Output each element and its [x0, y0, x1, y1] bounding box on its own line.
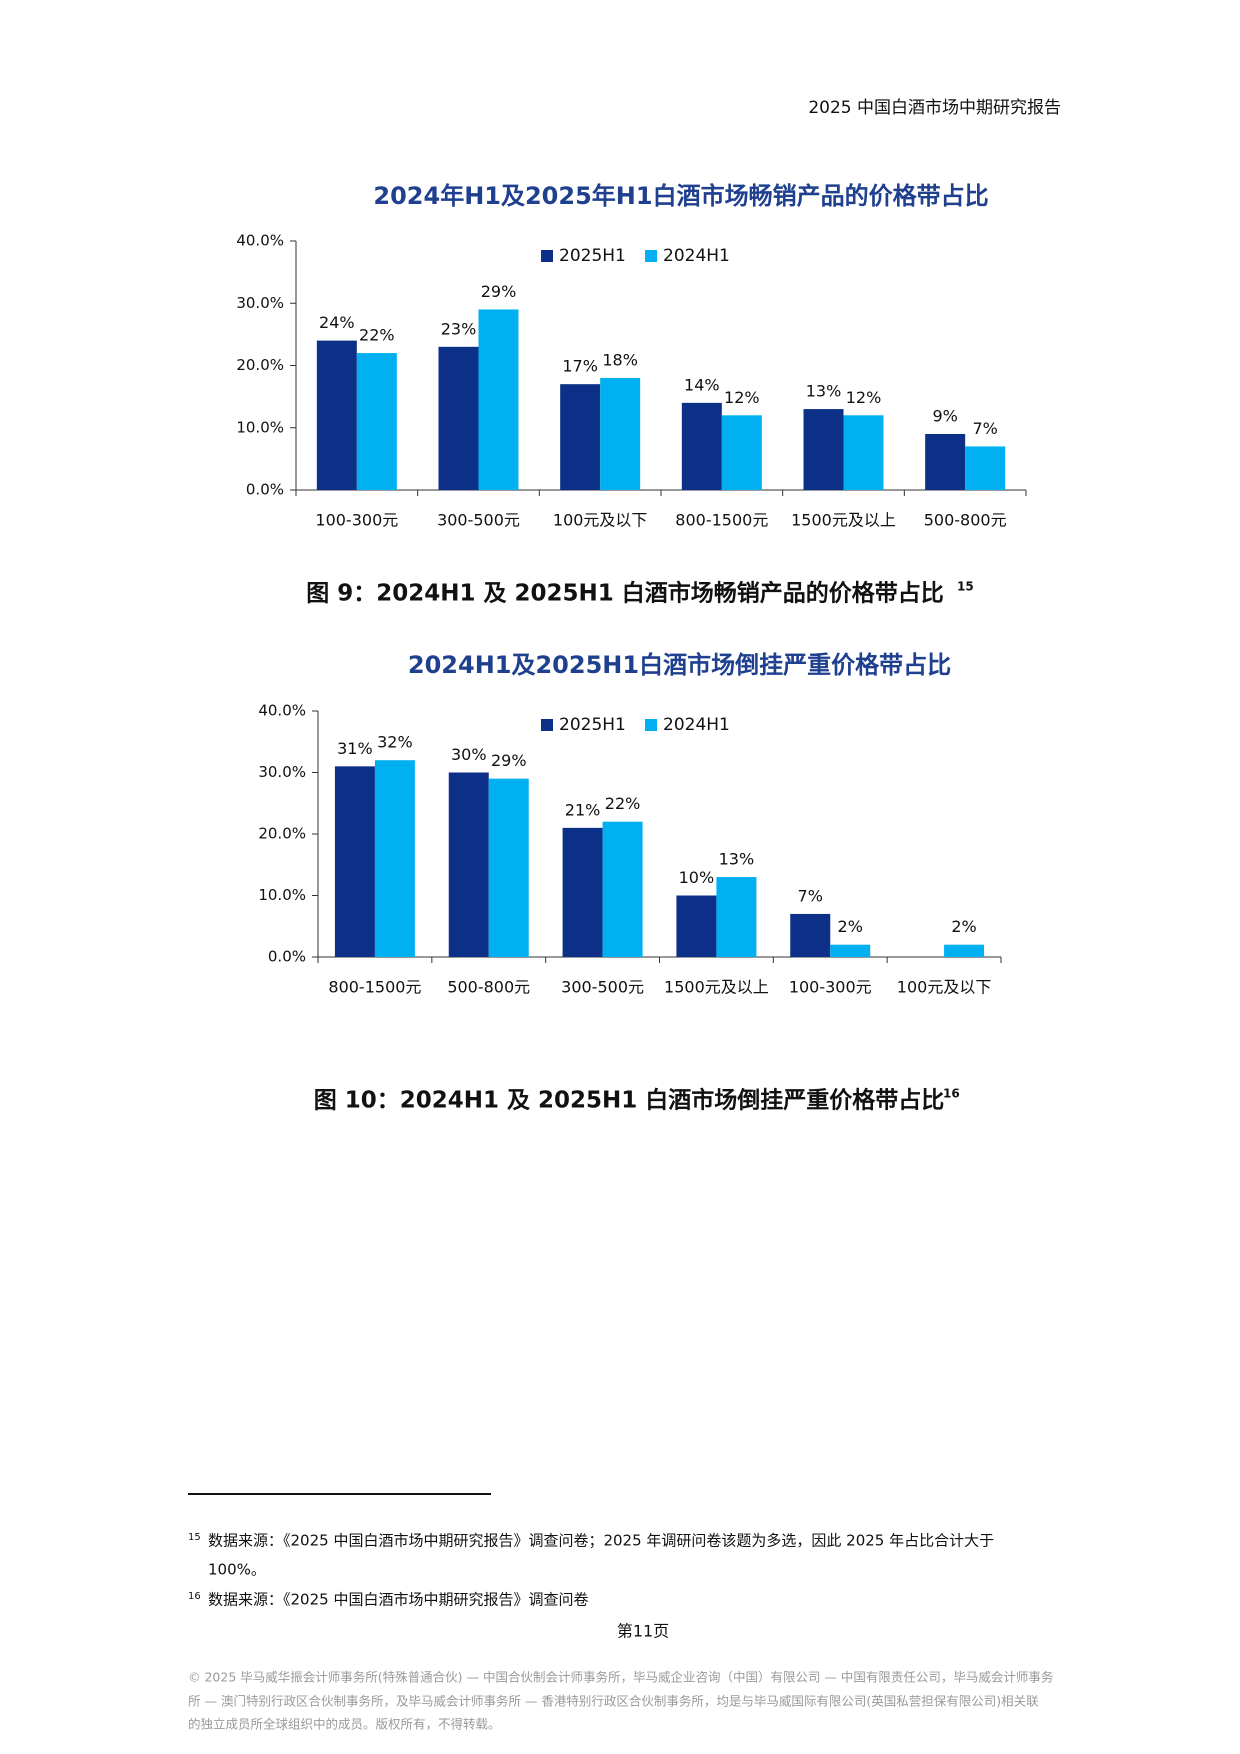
bar [944, 944, 985, 957]
bar [965, 446, 1006, 490]
x-tick-label: 1500元及以上 [791, 511, 896, 530]
bar [843, 415, 884, 490]
data-label: 21% [565, 800, 601, 819]
footnote-text: 100%。 [208, 1561, 266, 1579]
data-label: 29% [481, 282, 517, 301]
data-label: 24% [319, 313, 355, 332]
data-label: 23% [441, 319, 477, 338]
legend-label: 2024H1 [663, 715, 730, 735]
bar [790, 913, 831, 957]
x-tick-label: 300-500元 [561, 978, 644, 997]
x-tick-label: 100元及以下 [897, 978, 992, 997]
x-tick-label: 800-1500元 [675, 511, 768, 530]
bar [438, 346, 479, 490]
caption-note: 15 [957, 580, 974, 594]
legend-swatch [645, 250, 657, 262]
bar [925, 433, 966, 490]
bar [356, 353, 397, 490]
data-label: 31% [337, 739, 373, 758]
bar [602, 821, 643, 957]
bar [681, 402, 722, 490]
chart-title: 2024年H1及2025年H1白酒市场畅销产品的价格带占比 [373, 182, 988, 210]
bar [478, 309, 519, 490]
footnote-text: 数据来源：《2025 中国白酒市场中期研究报告》调查问卷；2025 年调研问卷该… [208, 1532, 994, 1550]
bar [334, 766, 375, 957]
data-label: 17% [562, 357, 598, 376]
data-label: 10% [679, 868, 715, 887]
legend-swatch [645, 719, 657, 731]
legend-swatch [541, 250, 553, 262]
y-tick-label: 20.0% [236, 356, 284, 374]
y-tick-label: 30.0% [258, 763, 306, 781]
bar [830, 944, 871, 957]
x-tick-label: 100-300元 [789, 978, 872, 997]
data-label: 22% [359, 326, 395, 345]
y-tick-label: 10.0% [236, 418, 284, 436]
data-label: 13% [806, 382, 842, 401]
y-tick-label: 30.0% [236, 294, 284, 312]
legend-label: 2025H1 [559, 246, 626, 266]
data-label: 32% [377, 733, 413, 752]
x-tick-label: 1500元及以上 [664, 978, 769, 997]
data-label: 2% [838, 917, 863, 936]
x-tick-label: 300-500元 [437, 511, 520, 530]
y-tick-label: 10.0% [258, 886, 306, 904]
y-tick-label: 20.0% [258, 825, 306, 843]
y-tick-label: 0.0% [246, 481, 284, 499]
x-tick-label: 800-1500元 [328, 978, 421, 997]
caption: 图 9：2024H1 及 2025H1 白酒市场畅销产品的价格带占比 [306, 580, 944, 607]
data-label: 7% [798, 886, 823, 905]
footnote-mark: 15 [188, 1532, 201, 1543]
data-label: 12% [724, 388, 760, 407]
bar [721, 415, 762, 490]
caption: 图 10：2024H1 及 2025H1 白酒市场倒挂严重价格带占比 [314, 1087, 945, 1114]
y-tick-label: 0.0% [268, 948, 306, 966]
bar [716, 877, 757, 957]
bar [676, 895, 717, 957]
data-label: 9% [932, 406, 957, 425]
bar [803, 409, 844, 490]
bar [562, 827, 603, 957]
copyright: 所 — 澳门特别行政区合伙制事务所，及毕马威会计师事务所 — 香港特别行政区合伙… [188, 1694, 1039, 1709]
legend-label: 2024H1 [663, 246, 730, 266]
bar [374, 760, 415, 957]
page-number: 第11页 [617, 1622, 669, 1641]
x-tick-label: 100-300元 [315, 511, 398, 530]
data-label: 18% [602, 350, 638, 369]
x-tick-label: 100元及以下 [553, 511, 648, 530]
copyright: © 2025 毕马威华振会计师事务所(特殊普通合伙) — 中国合伙制会计师事务所… [188, 1670, 1053, 1685]
x-tick-label: 500-800元 [924, 511, 1007, 530]
legend-swatch [541, 719, 553, 731]
x-tick-label: 500-800元 [447, 978, 530, 997]
data-label: 7% [972, 419, 997, 438]
bar [448, 772, 489, 957]
footnote-mark: 16 [188, 1591, 201, 1602]
y-tick-label: 40.0% [258, 702, 306, 720]
copyright: 的独立成员所全球组织中的成员。版权所有，不得转载。 [188, 1717, 501, 1732]
bar [560, 384, 601, 490]
bar [600, 377, 641, 490]
chart-title: 2024H1及2025H1白酒市场倒挂严重价格带占比 [408, 651, 951, 679]
legend-label: 2025H1 [559, 715, 626, 735]
bar [488, 778, 529, 957]
data-label: 14% [684, 375, 720, 394]
data-label: 30% [451, 745, 487, 764]
data-label: 29% [491, 751, 527, 770]
header-title: 2025 中国白酒市场中期研究报告 [808, 98, 1061, 118]
data-label: 22% [605, 794, 641, 813]
data-label: 12% [846, 388, 882, 407]
bar [316, 340, 357, 490]
y-tick-label: 40.0% [236, 232, 284, 250]
data-label: 2% [951, 917, 976, 936]
caption-note: 16 [943, 1087, 960, 1101]
footnote-text: 数据来源：《2025 中国白酒市场中期研究报告》调查问卷 [208, 1591, 588, 1609]
data-label: 13% [719, 850, 755, 869]
